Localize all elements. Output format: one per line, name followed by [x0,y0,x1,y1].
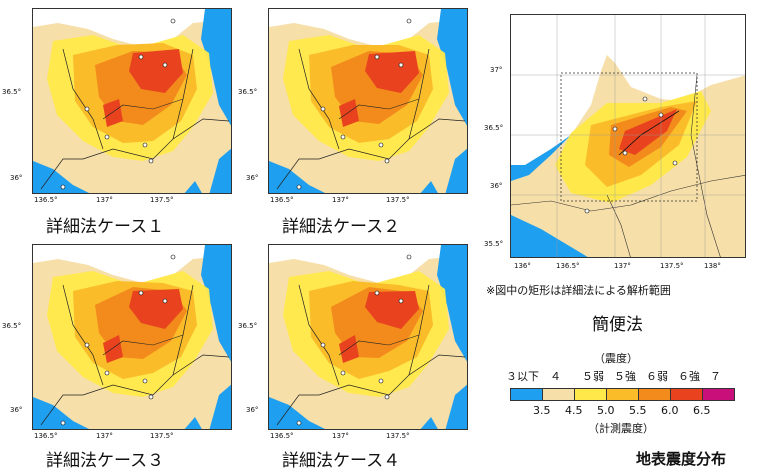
intensity-map-graphic [511,15,745,257]
tick-x: 137° [332,432,349,440]
legend-value-label: 5.5 [629,404,647,417]
detail-map-case-1 [32,8,232,194]
caption-case-2: 詳細法ケース２ [282,217,401,237]
caption-case-3: 詳細法ケース３ [46,451,165,471]
legend-swatch [542,388,575,401]
tick-x: 137.5° [386,196,410,204]
legend-value-label: 4.5 [565,404,583,417]
caption-simple-method: 簡便法 [592,315,643,335]
legend-class-label: ６強 [678,370,700,383]
legend-value-label: 5.0 [597,404,615,417]
legend-top-title: （震度） [594,352,638,365]
tick-x: 136.5° [34,432,58,440]
legend-class-label: ７ [710,370,721,383]
tick-y: 36° [246,406,259,414]
tick-x: 137.5° [660,262,684,270]
legend-swatch [638,388,671,401]
tick-x: 137.5° [150,432,174,440]
tick-y: 36.5° [238,322,258,330]
legend-swatch [606,388,639,401]
tick-x: 136.5° [270,196,294,204]
intensity-map-graphic [33,245,231,429]
tick-x: 136.5° [270,432,294,440]
analysis-range-note: ※図中の矩形は詳細法による解析範囲 [486,284,671,297]
legend-class-label: ５弱 [582,370,604,383]
main-title: 地表震度分布 [636,450,727,468]
detail-map-case-2 [268,8,468,194]
legend-value-label: 3.5 [533,404,551,417]
tick-x: 137° [614,262,631,270]
legend-class-label: ５強 [614,370,636,383]
tick-x: 137° [332,196,349,204]
tick-x: 137.5° [386,432,410,440]
tick-y: 36° [246,174,259,182]
caption-case-1: 詳細法ケース１ [46,217,165,237]
legend-bottom-title: （計測震度） [588,422,654,435]
simple-method-map [510,14,746,258]
legend-class-label: ４ [550,370,561,383]
legend-value-label: 6.5 [693,404,711,417]
tick-x: 137° [96,196,113,204]
tick-x: 138° [704,262,721,270]
legend-class-label: ６弱 [646,370,668,383]
tick-y: 35.5° [484,240,504,248]
legend-swatch [574,388,607,401]
tick-y: 36.5° [238,88,258,96]
tick-y: 36° [10,406,23,414]
legend-swatch [702,388,735,401]
tick-x: 136.5° [556,262,580,270]
legend-swatch [670,388,703,401]
tick-y: 36.5° [2,88,22,96]
intensity-map-graphic [269,9,467,193]
caption-case-4: 詳細法ケース４ [282,451,401,471]
tick-x: 137.5° [150,196,174,204]
tick-x: 136.5° [34,196,58,204]
detail-map-case-3 [32,244,232,430]
tick-y: 36° [10,174,23,182]
intensity-map-graphic [269,245,467,429]
legend-value-label: 6.0 [661,404,679,417]
intensity-map-graphic [33,9,231,193]
tick-y: 37° [490,66,503,74]
tick-y: 36.5° [484,124,504,132]
tick-x: 136° [514,262,531,270]
legend-class-label: ３以下 [506,370,539,383]
tick-y: 36.5° [2,322,22,330]
tick-x: 137° [96,432,113,440]
legend-swatch [510,388,543,401]
detail-map-case-4 [268,244,468,430]
tick-y: 36° [490,182,503,190]
